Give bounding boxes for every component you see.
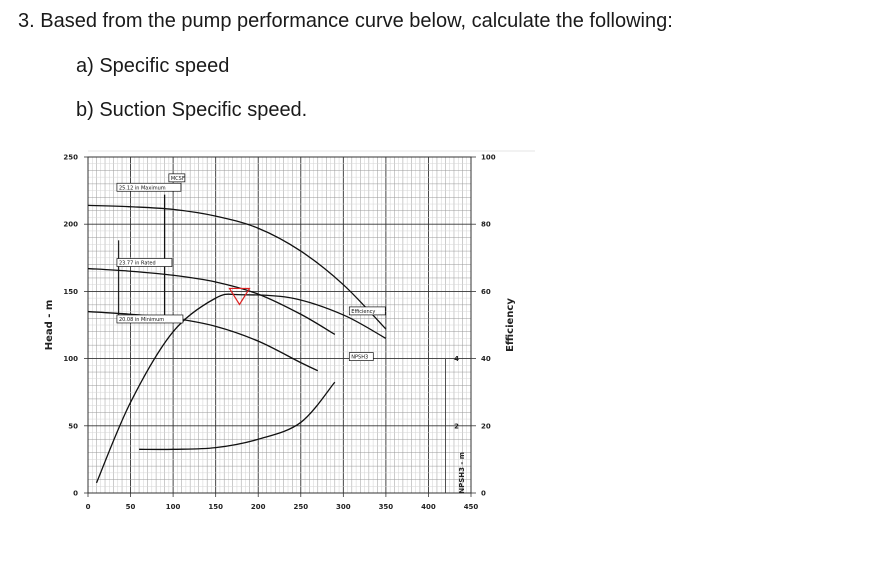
series-line bbox=[139, 381, 336, 451]
rated-point-marker bbox=[228, 287, 251, 306]
series-line bbox=[95, 293, 387, 484]
curve-label-maximum-box bbox=[116, 182, 182, 192]
y2-tick-label: 0 bbox=[481, 490, 486, 498]
plot-frame bbox=[87, 156, 472, 494]
series-line bbox=[87, 310, 319, 372]
series-line bbox=[87, 267, 336, 335]
x-tick-label: 350 bbox=[379, 503, 394, 511]
curve-label-rated: 23.77 in Rated bbox=[119, 261, 156, 267]
y2-tick-label: 40 bbox=[481, 355, 491, 363]
x-tick-label: 100 bbox=[166, 503, 181, 511]
y-tick-label: 50 bbox=[68, 422, 78, 430]
y2-axis-title: Efficiency bbox=[505, 298, 516, 352]
mcsf-label-box bbox=[168, 173, 186, 183]
y-tick-label: 200 bbox=[63, 221, 78, 229]
chart-labels: 0 50 100 150 200 250 300 350 400 4500501001502002… bbox=[44, 154, 516, 512]
npsh-label-box bbox=[348, 352, 374, 361]
y-axis-title: Head - m bbox=[44, 300, 55, 351]
x-tick-label: 250 bbox=[293, 503, 308, 511]
question-part-a: a) Specific speed bbox=[76, 55, 230, 77]
x-tick-label: 200 bbox=[251, 503, 266, 511]
x-tick-label: 150 bbox=[208, 503, 223, 511]
efficiency-label: Efficiency bbox=[351, 309, 375, 315]
y-tick-label: 0 bbox=[73, 490, 78, 498]
y-tick-label: 250 bbox=[63, 154, 78, 162]
y2-tick-label: 100 bbox=[481, 154, 496, 162]
curve-label-minimum-box bbox=[116, 314, 184, 324]
x-tick-label: 0 bbox=[86, 503, 91, 511]
question-part-b: b) Suction Specific speed. bbox=[76, 99, 308, 121]
mcsf-label: MCSF bbox=[171, 176, 185, 182]
y-tick-label: 100 bbox=[63, 355, 78, 363]
x-tick-label: 50 bbox=[126, 503, 136, 511]
npsh-tick-label: 4 bbox=[454, 355, 459, 363]
chart-curves bbox=[87, 194, 387, 484]
x-tick-label: 450 bbox=[464, 503, 479, 511]
npsh-axis-title: NPSH3 - m bbox=[458, 452, 466, 494]
npsh-label: NPSH3 bbox=[351, 355, 368, 361]
y2-tick-label: 20 bbox=[481, 422, 491, 430]
curve-label-maximum: 25.12 in Maximum bbox=[119, 185, 166, 191]
curve-label-minimum: 20.08 in Minimum bbox=[119, 317, 164, 323]
efficiency-label-box bbox=[348, 306, 386, 316]
y-tick-label: 150 bbox=[63, 288, 78, 296]
series-line bbox=[87, 204, 387, 330]
y2-tick-label: 80 bbox=[481, 221, 491, 229]
question-title: 3. Based from the pump performance curve… bbox=[18, 10, 673, 32]
npsh-tick-label: 2 bbox=[454, 422, 459, 430]
y2-tick-label: 60 bbox=[481, 288, 491, 296]
curve-label-rated-box bbox=[116, 258, 173, 267]
x-tick-label: 300 bbox=[336, 503, 351, 511]
x-tick-label: 400 bbox=[421, 503, 436, 511]
